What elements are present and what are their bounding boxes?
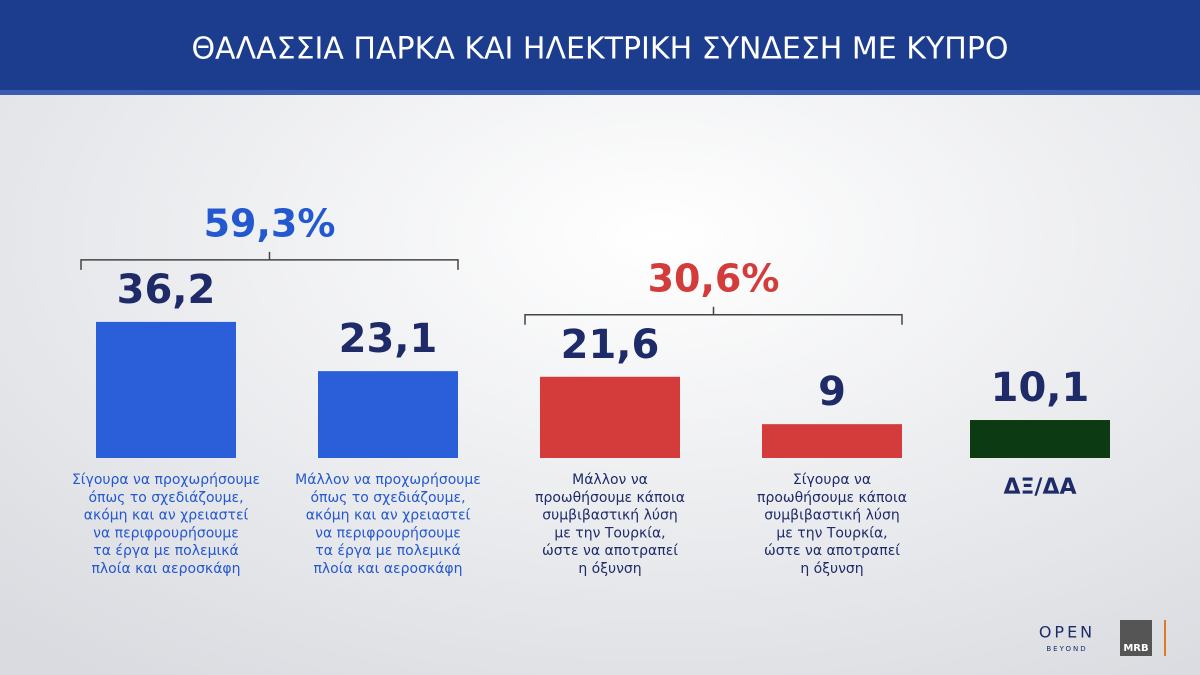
category-label: με την Τουρκία, (554, 525, 665, 541)
category-label: Μάλλον να προχωρήσουμε (295, 472, 481, 488)
category-label: να περιφρουρήσουμε (315, 525, 461, 541)
brand-tagline: BEYOND (1046, 645, 1087, 653)
bar (762, 424, 902, 458)
bar (540, 376, 680, 458)
brand-mrb: MRB (1123, 643, 1148, 654)
category-label: όπως το σχεδιάζουμε, (88, 490, 243, 506)
value-label: 23,1 (339, 316, 438, 362)
value-label: 10,1 (991, 365, 1090, 411)
value-label: 21,6 (561, 322, 660, 368)
group-bracket (80, 251, 459, 270)
category-label: προωθήσουμε κάποια (535, 490, 685, 506)
value-label: 36,2 (117, 267, 216, 313)
bar (96, 321, 236, 458)
category-label: ΔΞ/ΔΑ (1003, 475, 1076, 500)
category-label: συμβιβαστική λύση (542, 508, 677, 524)
category-label: ακόμη και αν χρειαστεί (306, 508, 471, 524)
category-label: ακόμη και αν χρειαστεί (84, 508, 249, 524)
title: ΘΑΛΑΣΣΙΑ ΠΑΡΚΑ ΚΑΙ ΗΛΕΚΤΡΙΚΗ ΣΥΝΔΕΣΗ ΜΕ … (191, 32, 1008, 67)
category-label: ώστε να αποτραπεί (542, 543, 678, 559)
group-bracket (524, 306, 903, 325)
group-label: 30,6% (648, 256, 780, 300)
category-label: τα έργα με πολεμικά (93, 543, 238, 559)
value-label: 9 (818, 369, 846, 415)
category-label: ώστε να αποτραπεί (764, 543, 900, 559)
category-label: η όξυνση (578, 561, 641, 577)
category-label: Σίγουρα να προχωρήσουμε (72, 472, 260, 488)
category-label: πλοία και αεροσκάφη (313, 561, 462, 577)
category-label: Μάλλον να (572, 472, 648, 488)
category-label: όπως το σχεδιάζουμε, (310, 490, 465, 506)
group-label: 59,3% (204, 201, 336, 245)
category-label: προωθήσουμε κάποια (757, 490, 907, 506)
category-label: συμβιβαστική λύση (764, 508, 899, 524)
header-bar (0, 0, 1200, 95)
brand-open: OPEN (1039, 623, 1095, 642)
header-strip (0, 90, 1200, 95)
mrb-logo (1120, 620, 1152, 656)
category-label: με την Τουρκία, (776, 525, 887, 541)
category-label: η όξυνση (800, 561, 863, 577)
category-label: πλοία και αεροσκάφη (91, 561, 240, 577)
category-label: να περιφρουρήσουμε (93, 525, 239, 541)
category-label: Σίγουρα να (793, 472, 871, 488)
bar (970, 420, 1110, 458)
category-label: τα έργα με πολεμικά (315, 543, 460, 559)
bar (318, 371, 458, 458)
